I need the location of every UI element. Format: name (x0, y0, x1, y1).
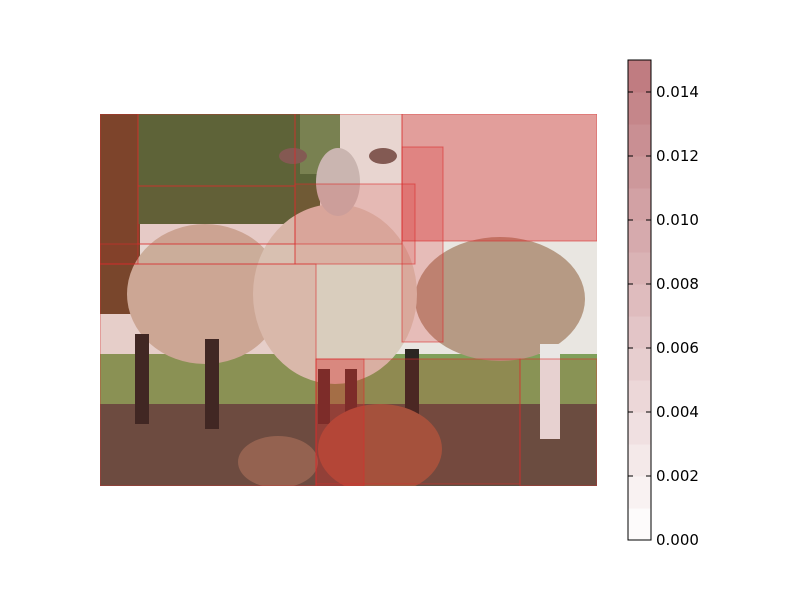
sheep-center-head (316, 148, 360, 216)
attention-overlay (100, 114, 597, 486)
colorbar-band (628, 252, 651, 285)
colorbar-band (628, 444, 651, 477)
colorbar-ticks: 0.000 0.002 0.004 0.006 0.008 0.010 0.012 0.014 (628, 83, 699, 549)
sheep-center-body (253, 204, 417, 384)
colorbar-band (628, 380, 651, 413)
sheep-center-leg (318, 369, 330, 424)
attention-region (315, 358, 365, 486)
colorbar-tick-label: 0.000 (656, 531, 699, 549)
sheep-right-leg (540, 344, 560, 439)
attention-region (315, 358, 521, 485)
colorbar-band (628, 412, 651, 445)
attention-region (100, 243, 296, 265)
colorbar-band (628, 476, 651, 509)
colorbar-band (628, 92, 651, 125)
attention-region (401, 146, 444, 343)
colorbar-tick-label: 0.012 (656, 147, 699, 165)
sheep-center-ear-r (369, 148, 397, 164)
sheep-center-ear-l (279, 148, 307, 164)
sheep-left-leg-2 (205, 339, 219, 429)
sheep-right-leg-2 (405, 349, 419, 419)
colorbar-tick-label: 0.014 (656, 83, 699, 101)
colorbar-band (628, 60, 651, 93)
colorbar-band (628, 284, 651, 317)
colorbar-graphic: 0.000 0.002 0.004 0.006 0.008 0.010 0.012 0.014 (627, 59, 699, 549)
colorbar-tick-label: 0.008 (656, 275, 699, 293)
attention-region (294, 183, 416, 265)
colorbar: 0.000 0.002 0.004 0.006 0.008 0.010 0.012 0.014 (620, 50, 790, 560)
colorbar-bands (628, 60, 651, 541)
colorbar-frame (627, 59, 652, 541)
attention-region (100, 263, 317, 486)
colorbar-tick-label: 0.006 (656, 339, 699, 357)
colorbar-band (628, 348, 651, 381)
sheep-right-body (415, 237, 585, 361)
colorbar-band (628, 188, 651, 221)
sheep-left-body (127, 224, 283, 364)
rock-center (318, 404, 442, 486)
colorbar-tick-label: 0.010 (656, 211, 699, 229)
colorbar-band (628, 124, 651, 157)
colorbar-band (628, 156, 651, 189)
colorbar-tick-label: 0.004 (656, 403, 699, 421)
attention-region (519, 358, 597, 486)
attention-region (137, 185, 296, 245)
attention-region (137, 114, 296, 187)
colorbar-band (628, 220, 651, 253)
tree-foliage (138, 114, 320, 224)
colorbar-band (628, 508, 651, 541)
sheep-left-leg (135, 334, 149, 424)
colorbar-tick-label: 0.002 (656, 467, 699, 485)
image-panel (100, 114, 597, 486)
sheep-photo (100, 114, 597, 486)
attention-region (401, 114, 597, 242)
attention-region (100, 114, 139, 265)
rock-left (238, 436, 318, 486)
colorbar-band (628, 316, 651, 349)
